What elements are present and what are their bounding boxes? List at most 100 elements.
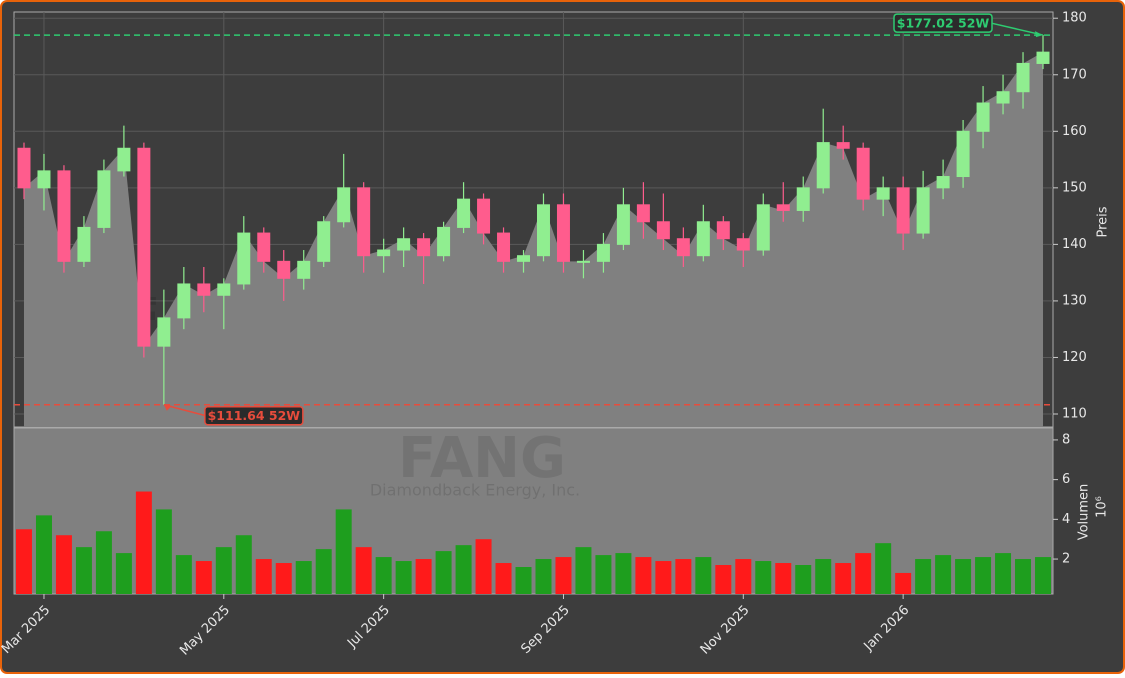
volume-bar: [235, 535, 252, 594]
volume-bar: [795, 565, 812, 594]
volume-bar: [1015, 559, 1032, 594]
candle-body: [357, 187, 371, 257]
candle-body: [756, 204, 770, 251]
candle-body: [816, 142, 830, 189]
volume-bar: [375, 557, 392, 594]
volume-bar: [295, 561, 312, 594]
candle-body: [277, 260, 291, 279]
volume-bar: [895, 572, 912, 594]
y-axis-label: Volumen: [1077, 484, 1092, 541]
candle-body: [996, 91, 1010, 104]
volume-bar: [475, 539, 492, 594]
y-tick-label: 180: [1062, 11, 1087, 26]
volume-bar: [355, 547, 372, 594]
volume-bar: [135, 491, 152, 594]
candle-body: [37, 170, 51, 189]
volume-bar: [995, 553, 1012, 594]
candle-body: [676, 238, 690, 257]
candle-body: [97, 170, 111, 228]
candle-body: [517, 255, 531, 262]
volume-bar: [815, 559, 832, 594]
candle-body: [417, 238, 431, 257]
candle-body: [796, 187, 810, 211]
candle-body: [936, 176, 950, 189]
candle-body: [157, 317, 171, 347]
arrow-head: [1035, 31, 1044, 38]
volume-bar: [35, 515, 52, 594]
y-tick-label: 120: [1062, 350, 1087, 365]
candle-body: [876, 187, 890, 200]
candle-body: [696, 221, 710, 257]
candle-body: [716, 221, 730, 240]
candle-body: [117, 147, 131, 172]
volume-bar: [555, 557, 572, 594]
y-axis-label: Preis: [1096, 206, 1111, 237]
candle-body: [976, 102, 990, 132]
candle-body: [916, 187, 930, 234]
candle-body: [477, 198, 491, 234]
candle-body: [636, 204, 650, 223]
volume-bar: [735, 559, 752, 594]
volume-bar: [535, 559, 552, 594]
annotation: $177.02 52W: [897, 16, 990, 31]
candle-body: [337, 187, 351, 223]
volume-bar: [655, 561, 672, 594]
volume-bar: [75, 547, 92, 594]
volume-bar: [755, 561, 772, 594]
volume-bar: [415, 559, 432, 594]
arrow-head: [163, 404, 172, 411]
close-area: [23, 52, 1044, 427]
watermark: Diamondback Energy, Inc.: [370, 481, 580, 500]
candle-body: [237, 232, 251, 285]
annotation: $111.64 52W: [208, 408, 301, 423]
y-tick-label: 140: [1062, 237, 1087, 252]
candle-body: [297, 260, 311, 279]
volume-bar: [1035, 557, 1052, 594]
volume-bar: [55, 535, 72, 594]
volume-bar: [695, 557, 712, 594]
volume-bar: [455, 545, 472, 594]
y-tick-label: 160: [1062, 124, 1087, 139]
candle-body: [556, 204, 570, 262]
candle-body: [836, 142, 850, 149]
y-tick-label: 150: [1062, 180, 1087, 195]
candle-body: [257, 232, 271, 262]
volume-bar: [275, 563, 292, 594]
arrow: [990, 22, 1044, 36]
candle-body: [437, 226, 451, 257]
volume-bar: [515, 566, 532, 594]
candle-body: [177, 283, 191, 319]
candle-body: [616, 204, 630, 245]
y-tick-label: 8: [1062, 432, 1070, 447]
volume-bar: [255, 559, 272, 594]
volume-bar: [335, 509, 352, 594]
volume-bar: [575, 547, 592, 594]
candle-body: [397, 238, 411, 251]
volume-bar: [215, 547, 232, 594]
candle-body: [17, 147, 31, 189]
candle-body: [77, 226, 91, 262]
candle-body: [1016, 62, 1030, 93]
candle-body: [317, 221, 331, 262]
y-tick-label: 170: [1062, 67, 1087, 82]
volume-bar: [115, 553, 132, 594]
volume-bar: [435, 551, 452, 594]
y-tick-label: 110: [1062, 406, 1087, 421]
y-tick-label: 4: [1062, 512, 1070, 527]
candle-body: [596, 243, 610, 262]
candle-body: [576, 260, 590, 263]
volume-bar: [675, 559, 692, 594]
candle-body: [656, 221, 670, 240]
volume-bar: [875, 543, 892, 594]
volume-bar: [395, 561, 412, 594]
candle-body: [457, 198, 471, 228]
volume-bar: [715, 565, 732, 594]
volume-bar: [15, 529, 32, 594]
y-tick-label: 130: [1062, 293, 1087, 308]
volume-bar: [615, 553, 632, 594]
volume-bar: [835, 563, 852, 594]
candle-body: [896, 187, 910, 234]
volume-bar: [975, 557, 992, 594]
candle-body: [956, 130, 970, 178]
volume-bar: [855, 553, 872, 594]
